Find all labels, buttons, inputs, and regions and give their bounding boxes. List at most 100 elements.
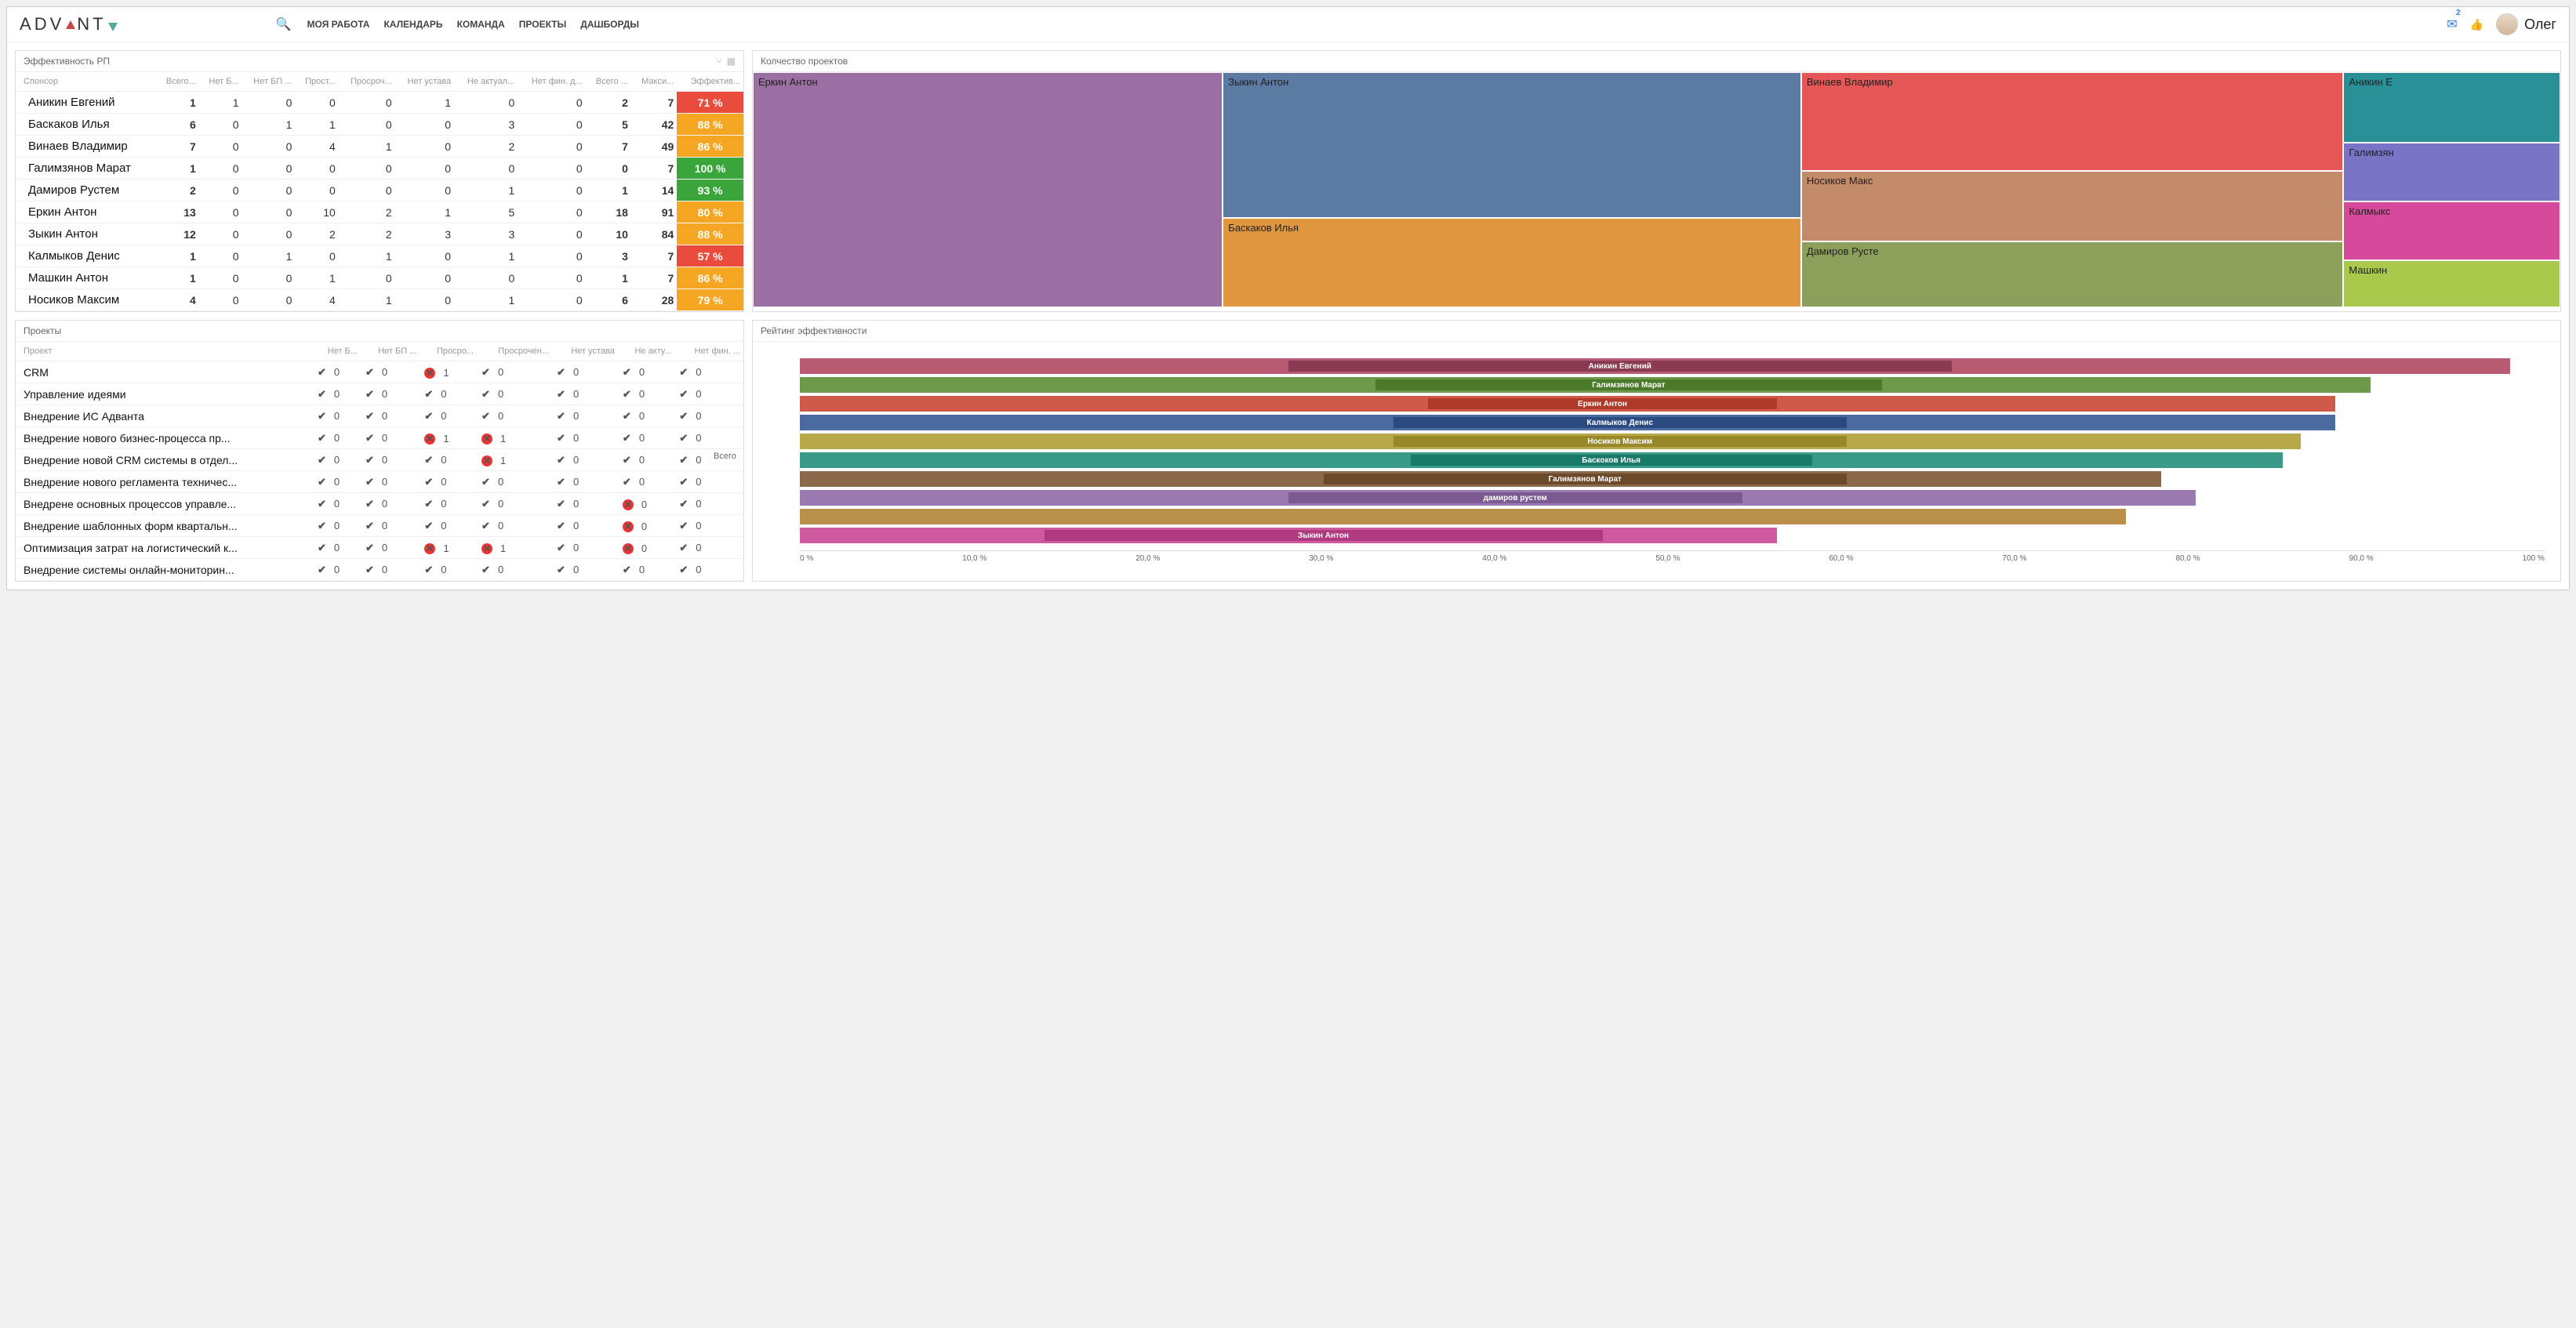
project-row[interactable]: Внедрение новой CRM системы в отдел...✔0… — [16, 449, 743, 471]
eff-row[interactable]: Еркин Антон1300102150189180 % — [16, 201, 743, 223]
proj-cell: ✔0 — [361, 559, 420, 581]
proj-cell: ✔0 — [420, 449, 477, 471]
proj-col-header[interactable]: Не акту... — [618, 342, 674, 361]
nav-team[interactable]: КОМАНДА — [457, 19, 505, 30]
treemap-cell[interactable]: Галимзян — [2343, 143, 2560, 201]
project-row[interactable]: Внедрение шаблонных форм квартальн...✔0✔… — [16, 515, 743, 537]
nav-projects[interactable]: ПРОЕКТЫ — [519, 19, 567, 30]
check-icon: ✔ — [365, 476, 374, 488]
treemap-cell[interactable]: Баскаков Илья — [1223, 218, 1801, 307]
eff-row[interactable]: Носиков Максим4004101062879 % — [16, 289, 743, 311]
rating-bar[interactable]: Зыкин Антон — [800, 527, 2545, 544]
rating-bar-label: Баскоков Илья — [1411, 455, 1812, 466]
proj-cell: ✕1 — [420, 361, 477, 383]
eff-col-header[interactable]: Нет БП ... — [242, 72, 296, 92]
eff-row[interactable]: Машкин Антон100100001786 % — [16, 267, 743, 289]
proj-col-header[interactable]: Нет устава — [552, 342, 618, 361]
proj-cell: ✔0 — [674, 559, 743, 581]
eff-col-header[interactable]: Нет Б... — [199, 72, 242, 92]
eff-cell: 0 — [518, 223, 585, 245]
eff-cell: 0 — [295, 158, 338, 180]
thumbs-icon[interactable]: 👍 — [2470, 18, 2483, 31]
treemap-panel: Колчество проектов Еркин АнтонЗыкин Анто… — [752, 50, 2561, 312]
proj-cell: ✔0 — [477, 471, 552, 493]
treemap-cell[interactable]: Дамиров Русте — [1801, 241, 2344, 307]
proj-cell: ✔0 — [313, 515, 361, 537]
nav-calendar[interactable]: КАЛЕНДАРЬ — [383, 19, 442, 30]
eff-row[interactable]: Аникин Евгений110001002771 % — [16, 92, 743, 114]
rating-bar[interactable]: Галимзянов Марат — [800, 376, 2545, 394]
mail-icon[interactable]: ✉2 — [2447, 16, 2457, 32]
proj-col-header[interactable]: Просрочен... — [477, 342, 552, 361]
proj-col-header[interactable]: Нет БП ... — [361, 342, 420, 361]
grid-icon[interactable]: ▦ — [727, 56, 736, 67]
proj-col-header[interactable]: Нет фин. ... — [674, 342, 743, 361]
treemap-cell[interactable]: Зыкин Антон — [1223, 72, 1801, 218]
eff-col-header[interactable]: Эффектив... — [677, 72, 743, 92]
project-row[interactable]: Внедрение ИС Адванта✔0✔0✔0✔0✔0✔0✔0 — [16, 405, 743, 427]
eff-row[interactable]: Галимзянов Марат1000000007100 % — [16, 158, 743, 180]
eff-row[interactable]: Баскаков Илья6011003054288 % — [16, 114, 743, 136]
treemap-cell[interactable]: Носиков Макс — [1801, 171, 2344, 241]
eff-cell: 49 — [631, 136, 677, 158]
eff-col-header[interactable]: Спонсор — [16, 72, 156, 92]
eff-col-header[interactable]: Просроч... — [339, 72, 395, 92]
eff-cell: 0 — [395, 180, 454, 201]
eff-cell: 0 — [242, 201, 296, 223]
user-menu[interactable]: Олег — [2496, 13, 2556, 35]
eff-cell: 0 — [395, 158, 454, 180]
eff-cell: 91 — [631, 201, 677, 223]
rating-bar[interactable]: Баскоков Илья — [800, 452, 2545, 469]
rating-bar[interactable] — [800, 508, 2545, 525]
project-row[interactable]: Оптимизация затрат на логистический к...… — [16, 537, 743, 559]
eff-cell: 0 — [395, 289, 454, 311]
project-row[interactable]: Внедрение системы онлайн-мониторин...✔0✔… — [16, 559, 743, 581]
nav-dashboards[interactable]: ДАШБОРДЫ — [580, 19, 639, 30]
proj-col-header[interactable]: Нет Б... — [313, 342, 361, 361]
eff-col-header[interactable]: Прост... — [295, 72, 338, 92]
check-icon: ✔ — [679, 432, 688, 444]
rating-bar[interactable]: Еркин Антон — [800, 395, 2545, 412]
eff-col-header[interactable]: Нет фин. д... — [518, 72, 585, 92]
rating-bar[interactable]: Носиков Максим — [800, 433, 2545, 450]
treemap-cell[interactable]: Винаев Владимир — [1801, 72, 2344, 171]
eff-row[interactable]: Зыкин Антон120022330108488 % — [16, 223, 743, 245]
eff-cell: 2 — [339, 201, 395, 223]
rating-bar[interactable]: Галимзянов Марат — [800, 470, 2545, 488]
search-icon[interactable]: 🔍 — [276, 16, 292, 32]
eff-row[interactable]: Дамиров Рустем2000001011493 % — [16, 180, 743, 201]
project-row[interactable]: CRM✔0✔0✕1✔0✔0✔0✔0 — [16, 361, 743, 383]
check-icon: ✔ — [623, 388, 631, 400]
check-icon: ✔ — [679, 366, 688, 378]
eff-cell: 0 — [199, 114, 242, 136]
eff-row[interactable]: Винаев Владимир7004102074986 % — [16, 136, 743, 158]
treemap-cell[interactable]: Еркин Антон — [753, 72, 1223, 307]
rating-bar[interactable]: Калмыков Денис — [800, 414, 2545, 431]
check-icon: ✔ — [424, 410, 433, 422]
main-nav: МОЯ РАБОТА КАЛЕНДАРЬ КОМАНДА ПРОЕКТЫ ДАШ… — [307, 19, 640, 30]
treemap-cell[interactable]: Аникин Е — [2343, 72, 2560, 143]
rating-bar[interactable]: Аникин Евгений — [800, 357, 2545, 375]
project-row[interactable]: Управление идеями✔0✔0✔0✔0✔0✔0✔0 — [16, 383, 743, 405]
eff-col-header[interactable]: Нет устава — [395, 72, 454, 92]
project-row[interactable]: Внедрение нового регламента техничес...✔… — [16, 471, 743, 493]
eff-col-header[interactable]: Всего... — [156, 72, 199, 92]
nav-my-work[interactable]: МОЯ РАБОТА — [307, 19, 370, 30]
eff-row[interactable]: Калмыков Денис101010103757 % — [16, 245, 743, 267]
x-icon: ✕ — [481, 455, 492, 466]
proj-col-header[interactable]: Просро... — [420, 342, 477, 361]
eff-col-header[interactable]: Не актуал... — [454, 72, 518, 92]
project-row[interactable]: Внедрене основных процессов управле...✔0… — [16, 493, 743, 515]
treemap-cell[interactable]: Калмыкс — [2343, 201, 2560, 260]
eff-col-header[interactable]: Всего ... — [586, 72, 631, 92]
filter-icon[interactable]: ⑂ — [716, 56, 721, 67]
xtick: 30,0 % — [1309, 554, 1333, 563]
proj-cell: ✔0 — [618, 427, 674, 449]
proj-cell: ✔0 — [552, 559, 618, 581]
rating-bar[interactable]: дамиров рустем — [800, 489, 2545, 506]
proj-col-header[interactable]: Проект — [16, 342, 313, 361]
eff-col-header[interactable]: Макси... — [631, 72, 677, 92]
eff-cell: 0 — [199, 180, 242, 201]
project-row[interactable]: Внедрение нового бизнес-процесса пр...✔0… — [16, 427, 743, 449]
treemap-cell[interactable]: Машкин — [2343, 260, 2560, 307]
